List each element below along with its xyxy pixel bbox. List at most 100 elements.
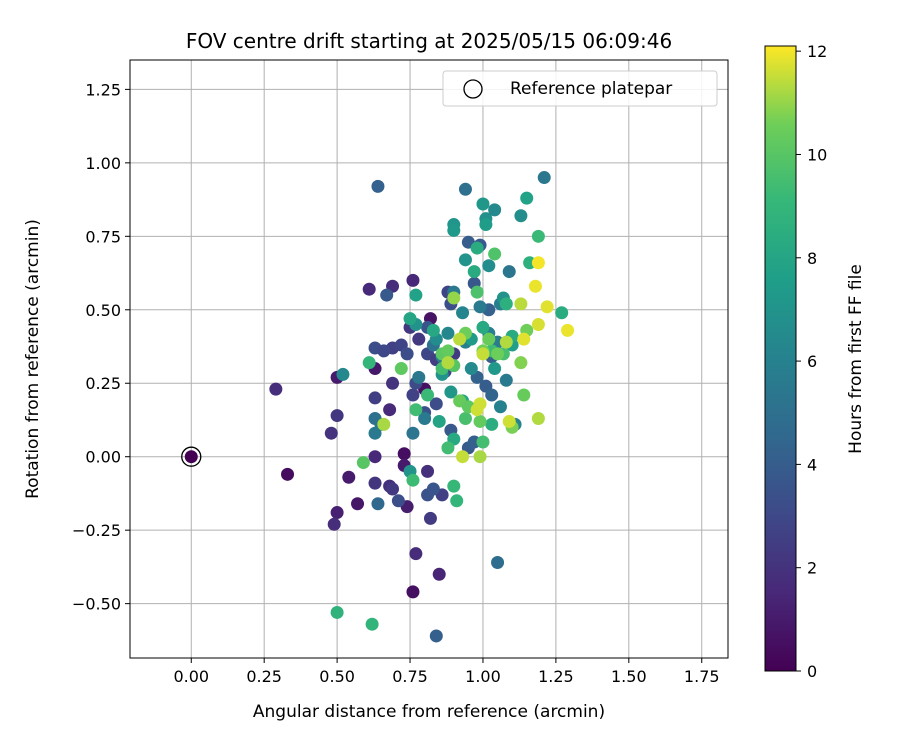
data-point [491,347,505,361]
y-tick-label: 0.50 [85,301,121,320]
data-point [470,241,484,255]
data-point [485,417,499,431]
data-point [421,388,435,402]
data-point [412,370,426,384]
data-point [488,203,502,217]
data-points [269,171,575,643]
data-point [409,288,423,302]
data-point [409,547,423,561]
x-axis-label: Angular distance from reference (arcmin) [253,702,605,722]
data-point [394,362,408,376]
colorbar-tick-label: 10 [807,145,827,164]
legend: Reference platepar [442,70,718,107]
data-point [514,297,528,311]
data-point [447,223,461,237]
data-point [371,497,385,511]
data-point [362,356,376,370]
data-point [327,517,341,531]
data-point [423,511,437,525]
data-point [383,403,397,417]
data-point [397,447,411,461]
colorbar-ticks: 0 2 4 6 8 10 12 [796,42,827,681]
x-tick-label: 1.75 [684,667,720,686]
data-point [406,426,420,440]
data-point [499,373,513,387]
y-tick-label: −0.50 [72,595,121,614]
data-point [473,450,487,464]
colorbar-gradient [764,45,797,672]
data-point [362,282,376,296]
x-tick-label: 0.50 [319,667,355,686]
data-point [324,426,338,440]
colorbar-tick-label: 2 [807,559,817,578]
data-point [493,400,507,414]
data-point [470,285,484,299]
data-point [453,332,467,346]
colorbar-tick-label: 8 [807,249,817,268]
data-point [386,482,400,496]
data-point [476,347,490,361]
data-point [444,385,458,399]
colorbar-tick-label: 12 [807,42,827,61]
data-point [365,617,379,631]
data-point [514,356,528,370]
data-point [450,494,464,508]
data-point [380,288,394,302]
data-point [458,182,472,196]
data-point [432,414,446,428]
y-axis-label: Rotation from reference (arcmin) [23,219,43,499]
data-point [479,218,493,232]
data-point [485,388,499,402]
data-point [517,388,531,402]
data-point [412,332,426,346]
x-tick-label: 1.50 [611,667,647,686]
data-point [476,320,490,334]
data-point [488,362,502,376]
data-point [356,456,370,470]
data-point [400,347,414,361]
data-point [377,417,391,431]
data-point [368,450,382,464]
data-point [418,412,432,426]
data-point [531,256,545,270]
data-point [432,567,446,581]
data-point [429,629,443,643]
y-tick-label: 1.25 [85,80,121,99]
colorbar: 0 2 4 6 8 10 12 Hours from first FF file [764,42,866,681]
data-point [336,367,350,381]
data-point [330,506,344,520]
y-tick-label: 0.25 [85,374,121,393]
data-point [441,326,455,340]
data-point [482,332,496,346]
x-tick-label: 0.25 [246,667,282,686]
y-axis-ticks: −0.50 −0.25 0.00 0.25 0.50 0.75 1.00 1.25 [72,80,130,614]
plot-frame [129,59,729,659]
x-tick-label: 1.00 [465,667,501,686]
colorbar-tick-label: 6 [807,352,817,371]
data-point [281,467,295,481]
data-point [531,317,545,331]
data-point [377,344,391,358]
data-point [406,585,420,599]
reference-point [181,446,202,467]
data-point [531,229,545,243]
chart-title: FOV centre drift starting at 2025/05/15 … [186,29,672,53]
data-point [458,253,472,267]
data-point [403,312,417,326]
x-tick-label: 1.25 [538,667,574,686]
data-point [406,388,420,402]
data-point [371,179,385,193]
y-tick-label: 0.00 [85,448,121,467]
data-point [342,470,356,484]
y-tick-label: 1.00 [85,154,121,173]
data-point [528,279,542,293]
data-point [499,335,513,349]
data-point [426,323,440,337]
data-point [514,209,528,223]
data-point [406,473,420,487]
data-point [409,403,423,417]
data-point [441,441,455,455]
data-point [429,397,443,411]
legend-marker [463,79,483,99]
reference-point-marker [184,450,198,464]
